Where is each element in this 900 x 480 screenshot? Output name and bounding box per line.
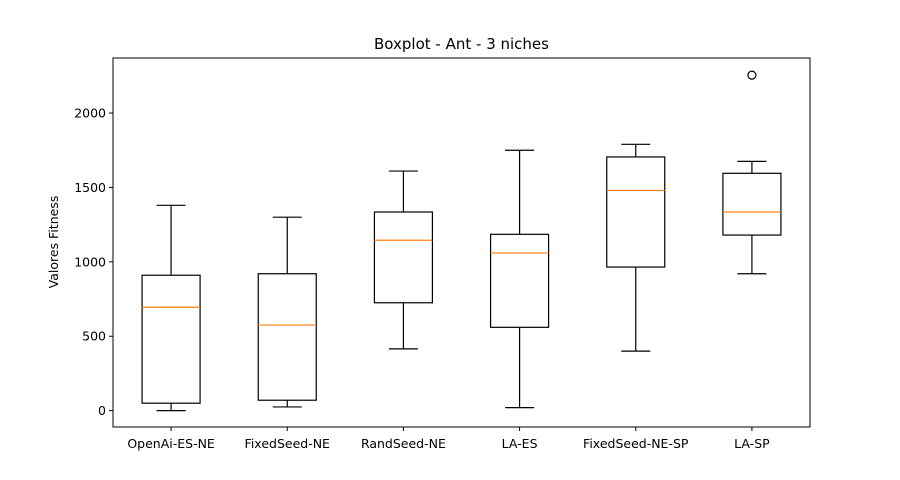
box [141,274,201,404]
box [257,273,317,401]
y-tick-label: 2000 [74,106,106,121]
x-tick-label: OpenAi-ES-NE [127,436,215,451]
axes-frame [112,57,811,428]
y-axis-label: Valores Fitness [46,196,61,289]
x-tick-label: FixedSeed-NE-SP [583,436,689,451]
x-tick-label: LA-SP [734,436,770,451]
x-tick-label: RandSeed-NE [361,436,446,451]
box [606,156,666,268]
outlier-point [747,70,757,80]
y-tick-label: 500 [82,329,106,344]
y-tick-label: 1000 [74,254,106,269]
box [373,211,434,304]
plot-area: 0 500 1000 1500 2000 OpenAi-ES-NE FixedSeed-NE… [74,70,782,451]
box [722,172,782,236]
chart-title: Boxplot - Ant - 3 niches [374,35,549,53]
y-tick-label: 0 [98,403,106,418]
x-tick-label: FixedSeed-NE [245,436,331,451]
x-tick-label: LA-ES [502,436,538,451]
y-tick-label: 1500 [74,180,106,195]
box [489,233,550,328]
